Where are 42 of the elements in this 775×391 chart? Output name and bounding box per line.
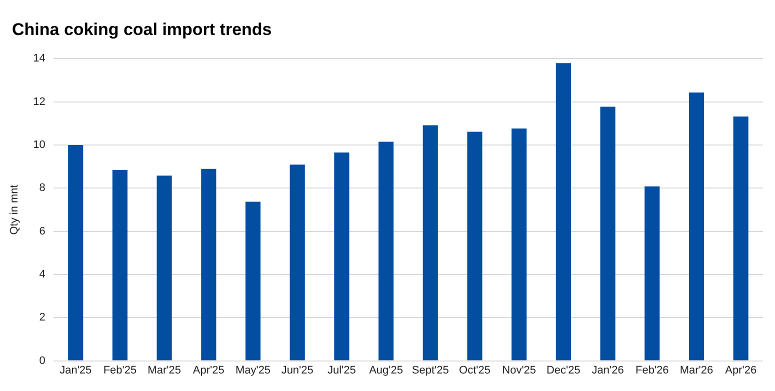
y-tick-label: 14	[33, 52, 46, 65]
x-tick-label: Feb'26	[635, 364, 669, 376]
y-tick-label: 12	[33, 96, 46, 108]
bar	[644, 186, 660, 360]
bar	[556, 63, 571, 360]
x-tick-label: Nov'25	[502, 364, 536, 376]
y-tick-label: 10	[33, 138, 46, 151]
bar	[600, 106, 616, 360]
x-tick-label: Jan'26	[592, 364, 624, 376]
y-tick-label: 8	[39, 182, 46, 194]
x-tick-label: Apr'25	[192, 364, 224, 376]
bar	[68, 144, 84, 360]
bar	[245, 202, 261, 360]
x-tick-label: Feb'25	[103, 364, 137, 376]
bar	[422, 125, 438, 360]
x-tick-label: Sept'25	[412, 364, 449, 376]
bar	[334, 152, 350, 360]
bar	[201, 168, 216, 360]
y-axis-title: Qty in mnt	[8, 184, 21, 235]
bar	[378, 142, 394, 360]
x-tick-label: Jan'25	[60, 364, 92, 376]
bar	[467, 132, 482, 360]
x-tick-label: Jul'25	[327, 364, 356, 376]
bar	[112, 170, 128, 360]
y-tick-label: 6	[39, 225, 46, 238]
x-tick-label: May'25	[235, 364, 271, 376]
x-tick-label: Mar'25	[148, 364, 181, 376]
x-tick-label: Mar'26	[680, 364, 714, 376]
x-tick-label: Apr'26	[725, 364, 757, 376]
bar	[512, 128, 527, 360]
bar	[688, 92, 704, 360]
y-tick-label: 2	[39, 312, 46, 324]
chart-title: China coking coal import trends	[12, 20, 272, 40]
bar	[733, 116, 748, 360]
x-tick-label: Jun'25	[281, 364, 314, 376]
y-tick-label: 4	[39, 268, 46, 280]
x-tick-label: Oct'25	[459, 364, 490, 376]
bar	[290, 164, 305, 360]
x-tick-label: Dec'25	[546, 364, 580, 376]
x-tick-label: Aug'25	[369, 364, 404, 376]
y-tick-label: 0	[39, 354, 46, 367]
bar	[156, 176, 172, 360]
